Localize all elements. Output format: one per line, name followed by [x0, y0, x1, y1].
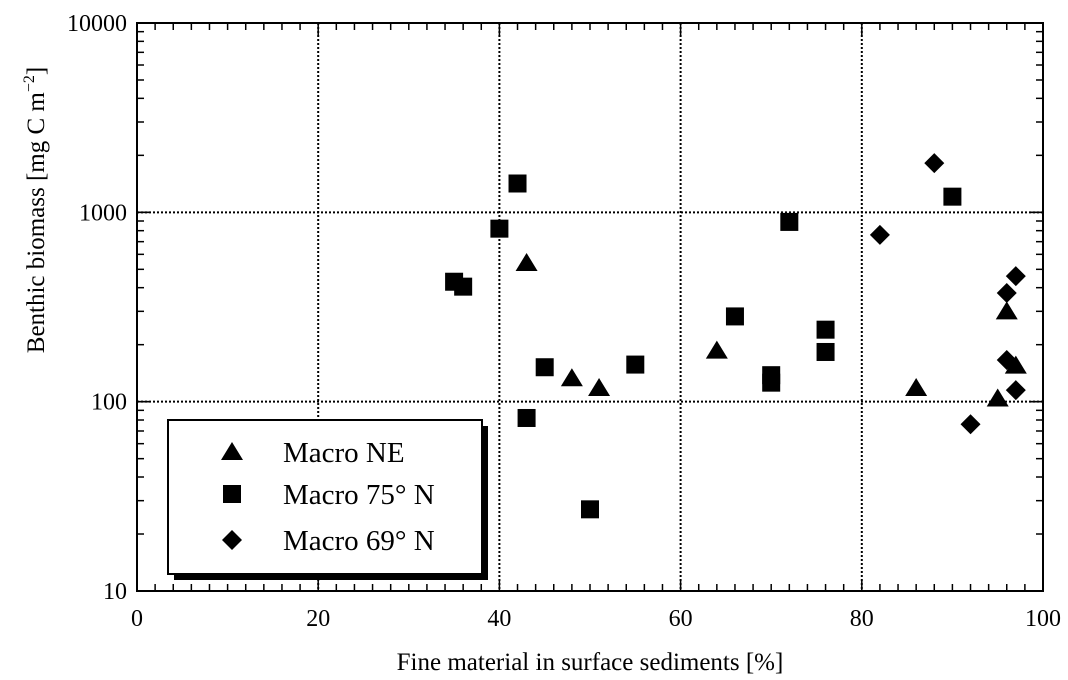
point-square	[725, 307, 744, 326]
y-axis-label: Benthic biomass [mg C m−2]	[21, 67, 50, 353]
point-triangle	[1004, 355, 1027, 374]
y-axis-label-tail: ]	[23, 67, 50, 75]
point-square	[517, 408, 536, 427]
point-diamond	[1005, 266, 1026, 287]
point-square	[816, 342, 835, 361]
point-square	[581, 500, 599, 519]
point-square	[490, 219, 509, 238]
point-triangle	[905, 378, 928, 397]
point-diamond	[1005, 380, 1026, 401]
point-square	[816, 320, 835, 339]
legend-label: Macro 75° N	[283, 479, 435, 511]
point-triangle	[588, 378, 611, 397]
legend-marker-triangle	[221, 442, 243, 460]
y-axis-label-main: Benthic biomass [mg C m	[23, 92, 50, 354]
axis-ticks	[136, 22, 1044, 592]
legend-marker-diamond	[222, 530, 242, 550]
legend-box	[167, 419, 483, 575]
point-triangle	[986, 388, 1009, 407]
point-diamond	[924, 153, 945, 174]
x-tick-label: 0	[131, 606, 143, 632]
y-tick-label: 100	[91, 390, 127, 416]
legend-marker-square	[223, 485, 241, 503]
y-tick-label: 1000	[79, 200, 127, 226]
point-square	[943, 187, 962, 206]
y-tick-label: 10000	[67, 11, 127, 37]
y-axis-label-superscript: −2	[21, 75, 38, 92]
point-diamond	[996, 282, 1017, 303]
point-square	[508, 174, 527, 193]
x-axis-label: Fine material in surface sediments [%]	[397, 649, 784, 676]
point-square	[762, 373, 781, 392]
legend-label: Macro 69° N	[283, 525, 435, 557]
legend: Macro NE Macro 75° N Macro 69° N	[167, 419, 488, 580]
point-diamond	[869, 224, 890, 245]
x-tick-label: 60	[669, 606, 693, 632]
x-tick-label: 20	[306, 606, 330, 632]
x-tick-label: 80	[850, 606, 874, 632]
tick-labels: 0 20 40 60 80 100 10 100 1000 10000	[67, 11, 1061, 632]
point-diamond	[996, 349, 1017, 370]
point-triangle	[705, 340, 728, 359]
x-tick-label: 40	[487, 606, 511, 632]
point-triangle	[560, 368, 583, 387]
x-tick-label: 100	[1025, 606, 1061, 632]
point-square	[626, 355, 645, 374]
data-points	[445, 153, 1027, 519]
point-triangle	[515, 253, 538, 272]
legend-label: Macro NE	[283, 437, 405, 469]
point-diamond	[960, 414, 981, 435]
plot-frame	[136, 22, 1044, 592]
point-square	[454, 277, 473, 296]
point-square	[780, 212, 799, 231]
point-square	[535, 358, 554, 377]
y-tick-label: 10	[103, 579, 127, 605]
point-triangle	[995, 301, 1018, 320]
